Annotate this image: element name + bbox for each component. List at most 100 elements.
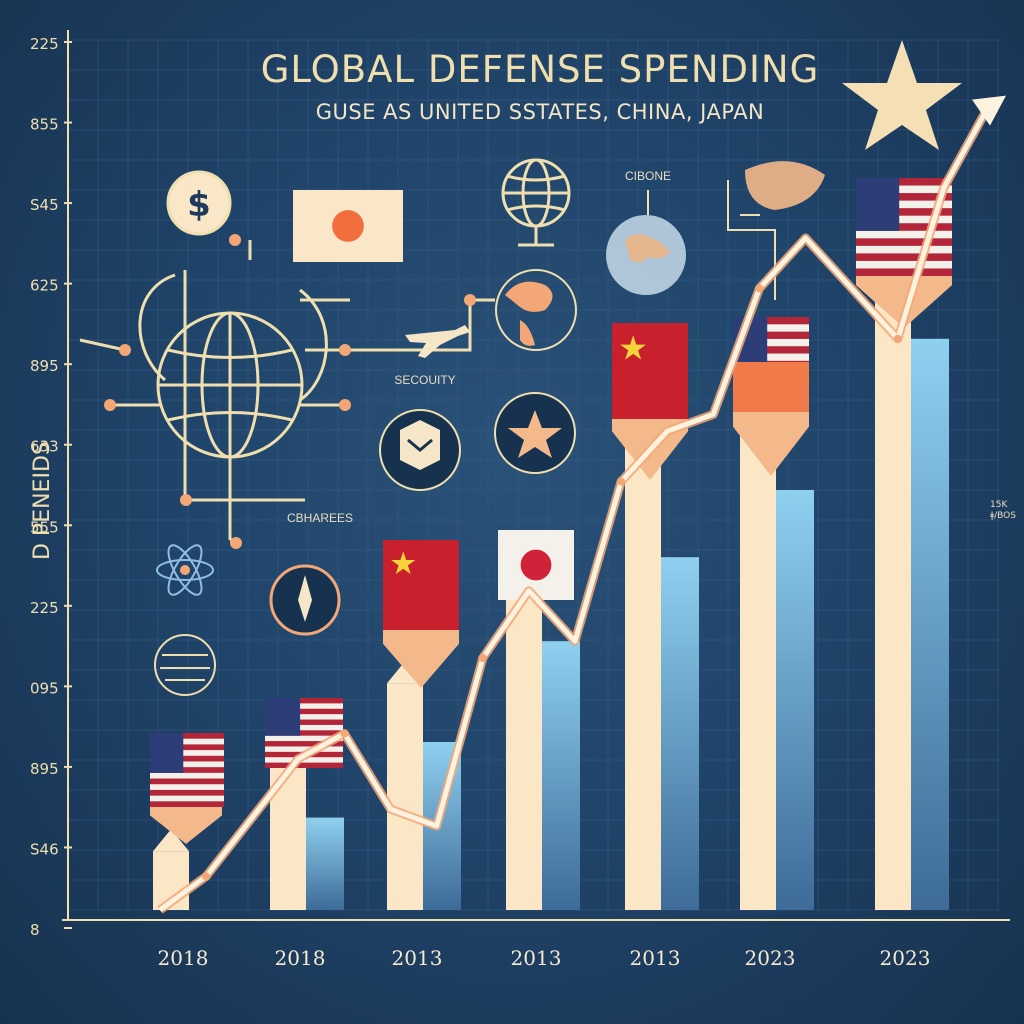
- china-flag-icon: ★: [383, 540, 459, 630]
- bar-primary: [387, 683, 423, 910]
- trend-point: [893, 334, 902, 343]
- flag-stripe: [265, 698, 343, 704]
- flag-stripe: [150, 755, 224, 762]
- fighter-jet-icon: [405, 325, 470, 358]
- us-flag-icon: [150, 733, 224, 807]
- flag-sun: [520, 549, 552, 581]
- flag-star: ★: [618, 330, 648, 367]
- trend-point: [340, 729, 349, 738]
- y-tick-label: 225: [30, 35, 59, 53]
- cibone-label: CIBONE: [625, 169, 671, 183]
- charges-label: CBHAREES: [287, 511, 353, 525]
- trend-point: [478, 654, 487, 662]
- flag-stripe: [150, 789, 224, 796]
- y-tick-label: 8: [30, 921, 40, 939]
- axes: 225 855 S45 625 895 633 555 225 095 895 S46 8: [30, 30, 1010, 939]
- x-tick-label: 2013: [392, 946, 443, 970]
- rocket-emblem-icon: CBHAREES: [269, 511, 353, 636]
- network-nodes: [104, 234, 476, 549]
- trend-arrowhead: [972, 95, 1006, 126]
- flag-stripe: [856, 208, 952, 216]
- bar-secondary: [911, 338, 949, 910]
- world-network-icon: [727, 161, 825, 300]
- flag-stripe: [856, 253, 952, 261]
- right-note: 15K ǂ/BOS: [990, 500, 1016, 521]
- flag-field: [383, 540, 459, 630]
- flag-stripe: [733, 331, 809, 339]
- bar-secondary: [776, 490, 814, 910]
- y-tick-label: 633: [30, 438, 59, 456]
- trend-line-path: [158, 102, 993, 913]
- y-tick-label: 855: [30, 116, 59, 134]
- flag-stripe: [150, 744, 224, 751]
- flag-sun: [332, 210, 364, 242]
- x-tick-label: 2018: [275, 946, 326, 970]
- star-badge-icon: [494, 392, 576, 474]
- y-axis-label: D PENEIDS: [30, 441, 55, 560]
- country-flag-markers: ★★: [150, 178, 952, 844]
- world-map-icon: CIBONE: [606, 169, 686, 295]
- flag-stripe: [856, 178, 952, 186]
- flag-canton: [856, 178, 900, 231]
- star-icon: [842, 40, 962, 150]
- flag-stripe: [265, 741, 343, 747]
- atom-icon: [156, 544, 214, 596]
- trend-point: [617, 477, 626, 486]
- japan-flag-icon: [293, 190, 403, 262]
- flag-stripe: [265, 762, 343, 768]
- bar-secondary: [306, 817, 344, 910]
- us-flag-icon: [856, 178, 952, 276]
- us-flag-icon: [265, 698, 343, 768]
- globe-map-icon: [495, 269, 577, 351]
- flag-stripe: [150, 801, 224, 807]
- bar-secondary: [542, 641, 580, 910]
- y-tick-label: 225: [30, 599, 59, 617]
- security-label: SECOUITY: [394, 373, 455, 387]
- y-tick-label: 895: [30, 760, 59, 778]
- compass-icon: [154, 634, 216, 696]
- flag-stripe: [856, 238, 952, 246]
- flag-pointer: [612, 405, 688, 480]
- flag-stripe: [150, 733, 224, 739]
- y-tick-label: S45: [30, 196, 59, 214]
- x-tick-label: 2013: [511, 946, 562, 970]
- flag-pointer: [856, 262, 952, 328]
- flag-stripe: [856, 223, 952, 231]
- flag-stripe: [856, 193, 952, 201]
- flag-pointer: [150, 800, 222, 844]
- bar-primary: [875, 246, 911, 910]
- flag-stripe: [150, 778, 224, 785]
- x-tick-label: 2023: [745, 946, 796, 970]
- trend-point: [202, 872, 211, 881]
- flag-field: [612, 323, 688, 419]
- y-tick-label: 095: [30, 679, 59, 697]
- bar-primary-cap: [153, 829, 189, 852]
- x-tick-label: 2018: [158, 946, 209, 970]
- y-tick-label: S46: [30, 840, 59, 858]
- flag-canton: [265, 698, 301, 736]
- chart-title: GLOBAL DEFENSE SPENDING: [260, 48, 820, 91]
- chart-subtitle: GUSE AS UNITED SSTATES, CHINA, JAPAN: [315, 100, 765, 124]
- flag-stripe: [733, 346, 809, 354]
- flag-stripe: [856, 268, 952, 276]
- y-tick-label: 625: [30, 277, 59, 295]
- y-tick-label: 895: [30, 357, 59, 375]
- y-tick-label: 555: [30, 518, 59, 536]
- globe-icon: [501, 158, 571, 247]
- svg-text:$: $: [187, 185, 211, 225]
- x-tick-label: 2023: [880, 946, 931, 970]
- china-flag-icon: ★: [612, 323, 688, 419]
- security-badge-icon: SECOUITY: [379, 373, 461, 491]
- bar-primary: [625, 448, 661, 910]
- x-tick-label: 2013: [630, 946, 681, 970]
- flag-stripe-accent: [733, 362, 809, 412]
- trend-line: [157, 95, 1006, 914]
- decorative-icons: $ CIBONE: [79, 40, 962, 696]
- japan-flag-icon: [498, 530, 574, 600]
- flag-stripe: [150, 767, 224, 773]
- dollar-coin-icon: $: [166, 170, 232, 236]
- flag-stripe: [265, 708, 343, 715]
- trend-point: [755, 284, 764, 293]
